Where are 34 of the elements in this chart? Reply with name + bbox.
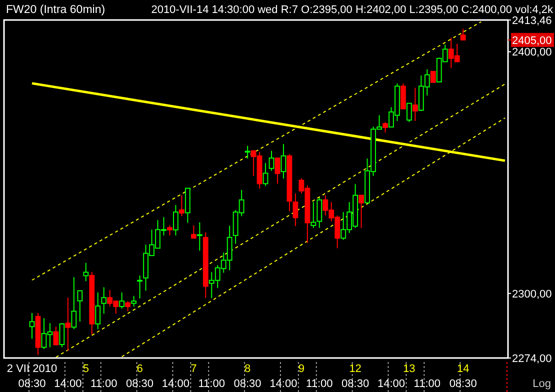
text: Log bbox=[532, 378, 551, 390]
candlestick bbox=[196, 222, 202, 252]
x-tick-label: 11:00 bbox=[90, 378, 118, 390]
candlestick bbox=[412, 87, 418, 122]
y-tick-label: 2405,00 bbox=[512, 34, 552, 47]
x-tick-label: 11:00 bbox=[414, 378, 441, 390]
x-tick-label: 14:00 bbox=[377, 378, 406, 390]
x-tick-label: 14 08:30 bbox=[449, 363, 477, 390]
x-tick-label: 7 bbox=[190, 363, 197, 375]
x-tick-label: 6 08:30 bbox=[126, 363, 154, 390]
x-tick-label: 11:00 bbox=[198, 378, 225, 390]
x-tick-label: 12 08:30 bbox=[342, 363, 370, 390]
y-tick-label: 2400,00 bbox=[512, 46, 552, 59]
x-tick-label: 9 bbox=[298, 363, 304, 375]
candlestick bbox=[292, 192, 298, 227]
x-tick-label: 14:00 bbox=[54, 378, 82, 390]
y-tick-label: 2274,00 bbox=[512, 352, 552, 365]
candlestick bbox=[172, 204, 178, 236]
x-tick-label: 14:00 bbox=[162, 378, 190, 390]
x-tick-label: 5 bbox=[82, 363, 89, 375]
candlestick bbox=[29, 312, 35, 340]
x-tick-label: 14:00 bbox=[270, 378, 298, 390]
candlestick bbox=[101, 286, 107, 314]
candlestick bbox=[280, 144, 286, 180]
y-tick-label: 2300,00 bbox=[512, 288, 552, 300]
chart-subtitle: 2010-VII-14 14:30:00 wed R:7 O:2395,00 H:2402,00 L:2395,00 C:2400,00 vol:4,2k bbox=[151, 4, 554, 16]
candlestick bbox=[83, 262, 89, 282]
candlestick bbox=[137, 274, 142, 299]
x-tick-label: 11:00 bbox=[306, 378, 333, 390]
candlestick bbox=[65, 297, 71, 352]
y-tick-label: 2413,46 bbox=[512, 14, 552, 27]
x-tick-label: 13 bbox=[403, 363, 416, 375]
chart-title: FW20 (Intra 60min) bbox=[6, 4, 106, 16]
x-tick-label: 8 08:30 bbox=[234, 363, 262, 390]
